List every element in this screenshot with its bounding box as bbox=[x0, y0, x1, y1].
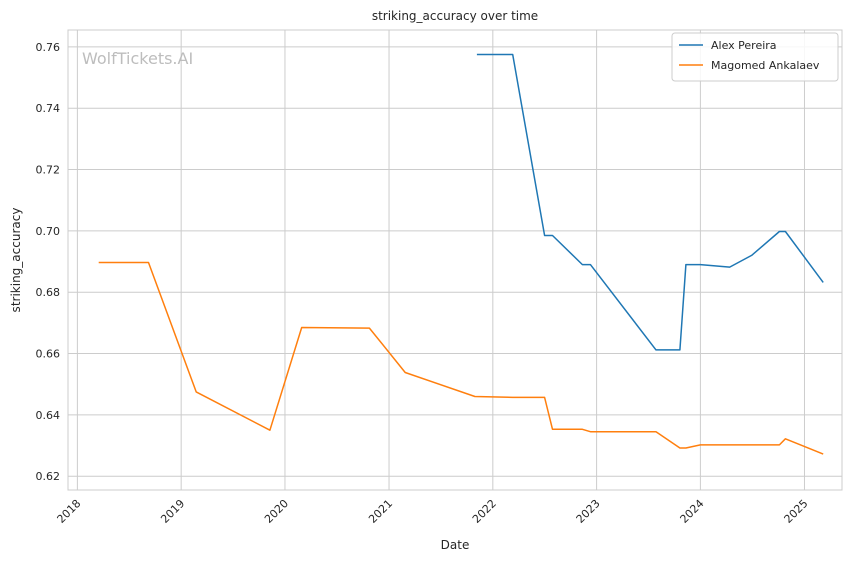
y-tick-label: 0.76 bbox=[36, 41, 61, 54]
y-tick-label: 0.68 bbox=[36, 286, 61, 299]
legend: Alex Pereira Magomed Ankalaev bbox=[671, 32, 839, 82]
y-axis-label: striking_accuracy bbox=[9, 208, 23, 313]
tick-labels: 0.62 0.64 0.66 0.68 0.70 0.72 0.74 0.76 2018 2019… bbox=[36, 41, 811, 526]
x-tick-label: 2025 bbox=[782, 497, 811, 526]
watermark-text: WolfTickets.AI bbox=[82, 49, 193, 68]
y-tick-label: 0.72 bbox=[36, 164, 61, 177]
series-line-magomed-ankalaev bbox=[98, 261, 824, 455]
x-axis-label: Date bbox=[441, 538, 470, 552]
plot-frame bbox=[67, 29, 843, 491]
legend-label-magomed-ankalaev: Magomed Ankalaev bbox=[711, 59, 820, 72]
x-tick-label: 2024 bbox=[678, 497, 707, 526]
series-line-alex-pereira bbox=[476, 53, 824, 351]
chart-title: striking_accuracy over time bbox=[372, 9, 538, 23]
y-tick-label: 0.66 bbox=[36, 348, 61, 361]
x-tick-label: 2020 bbox=[262, 497, 291, 526]
y-tick-label: 0.70 bbox=[36, 225, 61, 238]
legend-label-alex-pereira: Alex Pereira bbox=[711, 39, 777, 52]
x-tick-label: 2023 bbox=[574, 497, 603, 526]
x-tick-label: 2019 bbox=[158, 497, 187, 526]
y-tick-label: 0.64 bbox=[36, 409, 61, 422]
x-tick-label: 2022 bbox=[470, 497, 499, 526]
y-tick-label: 0.74 bbox=[36, 102, 61, 115]
legend-box bbox=[671, 32, 839, 82]
x-tick-label: 2018 bbox=[55, 497, 84, 526]
y-tick-label: 0.62 bbox=[36, 470, 61, 483]
series-layer bbox=[98, 53, 824, 455]
x-tick-label: 2021 bbox=[366, 497, 395, 526]
grid-lines bbox=[68, 30, 842, 490]
